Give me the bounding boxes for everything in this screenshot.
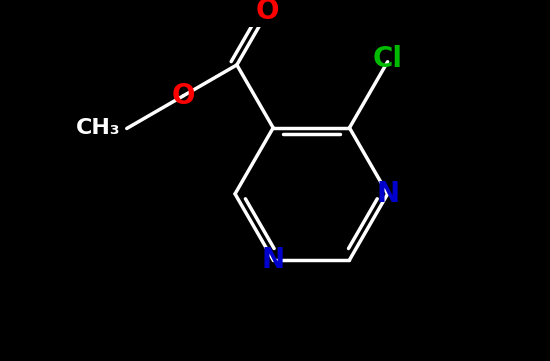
- Text: CH₃: CH₃: [76, 118, 121, 139]
- Text: O: O: [256, 0, 279, 25]
- Text: N: N: [262, 246, 285, 274]
- Text: Cl: Cl: [372, 45, 403, 73]
- Text: O: O: [172, 82, 195, 110]
- Text: N: N: [376, 180, 399, 208]
